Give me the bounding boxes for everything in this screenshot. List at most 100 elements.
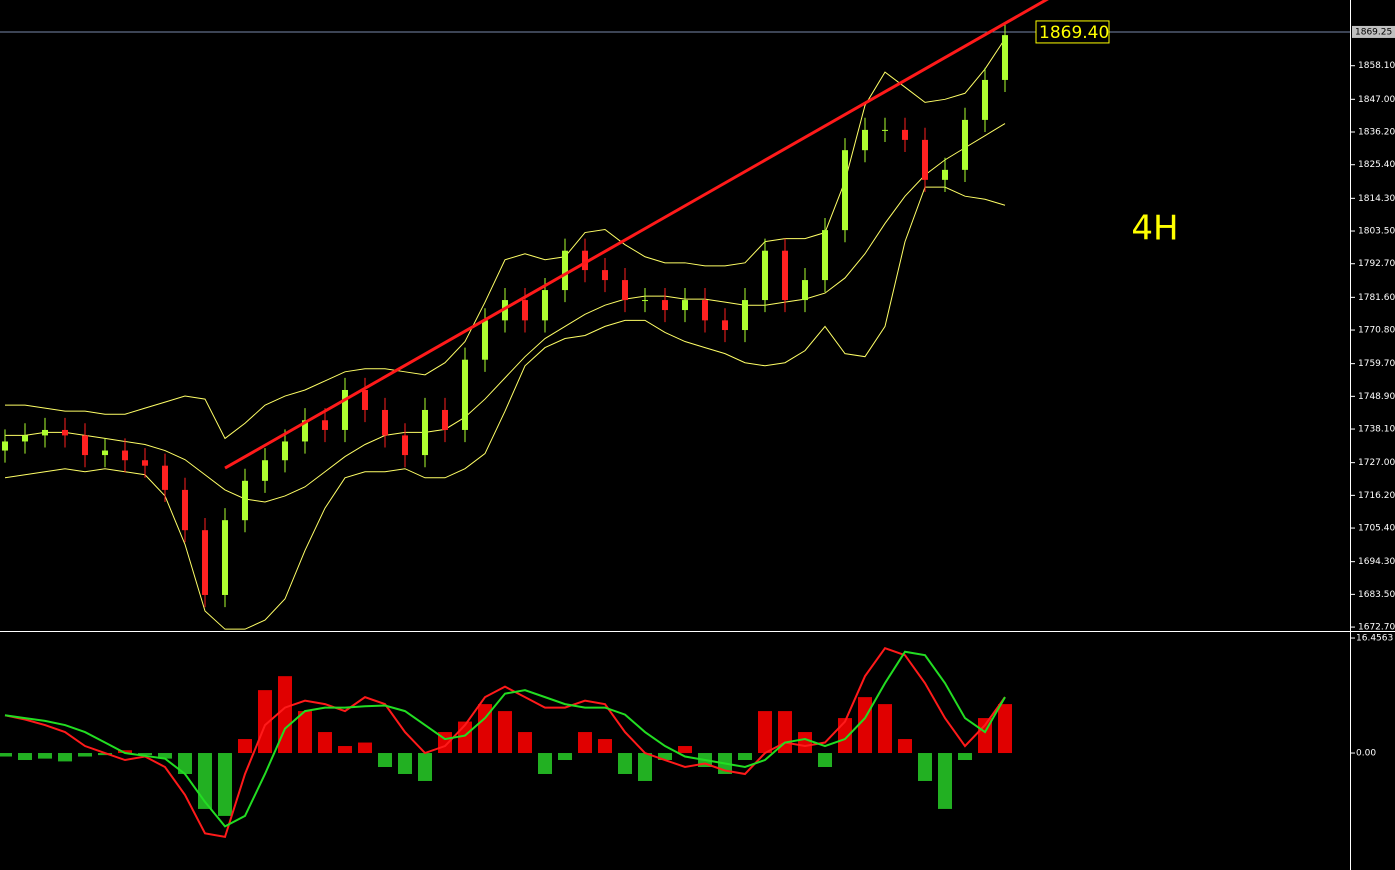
candle-body bbox=[722, 320, 728, 331]
candle-body bbox=[522, 300, 528, 321]
candle-body bbox=[262, 460, 268, 481]
candle-body bbox=[942, 169, 948, 180]
candle-body bbox=[662, 300, 668, 311]
candle-body bbox=[762, 250, 768, 301]
bollinger-band bbox=[5, 38, 1006, 440]
candle-body bbox=[402, 435, 408, 456]
macd-bar bbox=[178, 753, 192, 774]
macd-bar bbox=[658, 753, 672, 761]
candle-body bbox=[542, 290, 548, 321]
macd-bar bbox=[38, 753, 52, 759]
macd-bar bbox=[218, 753, 232, 816]
macd-bar bbox=[58, 753, 72, 762]
macd-bar bbox=[858, 697, 872, 754]
bollinger-band bbox=[5, 123, 1006, 503]
macd-bar bbox=[998, 704, 1012, 754]
macd-bar bbox=[518, 732, 532, 754]
macd-panel bbox=[0, 647, 1012, 839]
candle-body bbox=[182, 489, 188, 531]
candle-body bbox=[802, 280, 808, 301]
candle-body bbox=[982, 79, 988, 120]
candle-body bbox=[482, 320, 488, 360]
candle-body bbox=[142, 460, 148, 466]
macd-bar bbox=[138, 753, 152, 756]
candle-body bbox=[622, 280, 628, 301]
macd-bar bbox=[398, 753, 412, 774]
y-tick-label: 1858.10 bbox=[1358, 61, 1395, 71]
price-axis: 1672.70 1683.50 1694.30 1705.40 1716.20 1727.… bbox=[1350, 25, 1395, 759]
candle-body bbox=[882, 129, 888, 131]
y-tick-label: 1792.70 bbox=[1358, 259, 1395, 269]
candle-body bbox=[422, 409, 428, 456]
candle-body bbox=[342, 389, 348, 430]
candle-body bbox=[42, 429, 48, 436]
candle-body bbox=[862, 129, 868, 151]
bid-label: 1869.25 bbox=[1355, 27, 1392, 37]
y-tick-label: 1770.80 bbox=[1358, 326, 1395, 336]
macd-bar bbox=[818, 753, 832, 768]
y-tick-label: 1847.00 bbox=[1358, 95, 1395, 105]
macd-bar bbox=[278, 676, 292, 754]
candle-body bbox=[962, 119, 968, 170]
macd-bar bbox=[758, 711, 772, 754]
macd-bar bbox=[238, 739, 252, 754]
macd-tick-label: 0.00 bbox=[1356, 749, 1376, 759]
macd-bar bbox=[678, 746, 692, 754]
y-tick-label: 1803.50 bbox=[1358, 227, 1395, 237]
macd-bar bbox=[0, 753, 12, 757]
macd-bar bbox=[538, 753, 552, 774]
candle-body bbox=[222, 520, 228, 595]
y-tick-label: 1672.70 bbox=[1358, 623, 1395, 633]
macd-bar bbox=[418, 753, 432, 781]
trendline bbox=[224, 0, 1049, 470]
macd-bar bbox=[358, 742, 372, 754]
candle-body bbox=[502, 300, 508, 321]
candle-body bbox=[602, 270, 608, 281]
macd-bar bbox=[558, 753, 572, 761]
y-tick-label: 1814.30 bbox=[1358, 194, 1395, 204]
y-tick-label: 1836.20 bbox=[1358, 128, 1395, 138]
price-tag-box bbox=[1035, 20, 1110, 44]
macd-bar bbox=[158, 753, 172, 759]
macd-bar bbox=[578, 732, 592, 754]
candle-body bbox=[102, 450, 108, 456]
macd-bar bbox=[898, 739, 912, 754]
macd-bar bbox=[338, 746, 352, 754]
candle-body bbox=[82, 435, 88, 456]
macd-line bbox=[4, 647, 1006, 839]
y-tick-label: 1781.60 bbox=[1358, 293, 1395, 303]
candle-body bbox=[462, 359, 468, 430]
y-tick-label: 1738.10 bbox=[1358, 425, 1395, 435]
candle-body bbox=[442, 409, 448, 430]
macd-tick-label: 16.4563 bbox=[1356, 634, 1393, 644]
candle-body bbox=[842, 150, 848, 231]
y-tick-label: 1727.00 bbox=[1358, 458, 1395, 468]
candle-body bbox=[302, 420, 308, 442]
candle-body bbox=[902, 129, 908, 140]
y-tick-label: 1748.90 bbox=[1358, 392, 1395, 402]
candle-body bbox=[322, 420, 328, 430]
y-tick-label: 1683.50 bbox=[1358, 590, 1395, 600]
candle-body bbox=[562, 250, 568, 291]
macd-bar bbox=[378, 753, 392, 768]
candle-body bbox=[362, 389, 368, 410]
macd-bar bbox=[298, 711, 312, 754]
candle-body bbox=[702, 300, 708, 321]
macd-line bbox=[4, 650, 1006, 828]
candle-body bbox=[242, 480, 248, 521]
bid-box bbox=[1352, 25, 1395, 38]
candle-body bbox=[62, 429, 68, 436]
price-tag: 1869.40 bbox=[1039, 23, 1109, 43]
macd-bar bbox=[258, 690, 272, 754]
macd-bar bbox=[598, 739, 612, 754]
macd-bar bbox=[318, 732, 332, 754]
candle-body bbox=[122, 450, 128, 461]
candle-body bbox=[282, 441, 288, 461]
candle-body bbox=[202, 530, 208, 595]
macd-bar bbox=[198, 753, 212, 809]
candle-body bbox=[742, 300, 748, 331]
candle-body bbox=[682, 300, 688, 311]
candle-body bbox=[382, 409, 388, 436]
macd-bar bbox=[498, 711, 512, 754]
y-tick-label: 1825.40 bbox=[1358, 160, 1395, 170]
